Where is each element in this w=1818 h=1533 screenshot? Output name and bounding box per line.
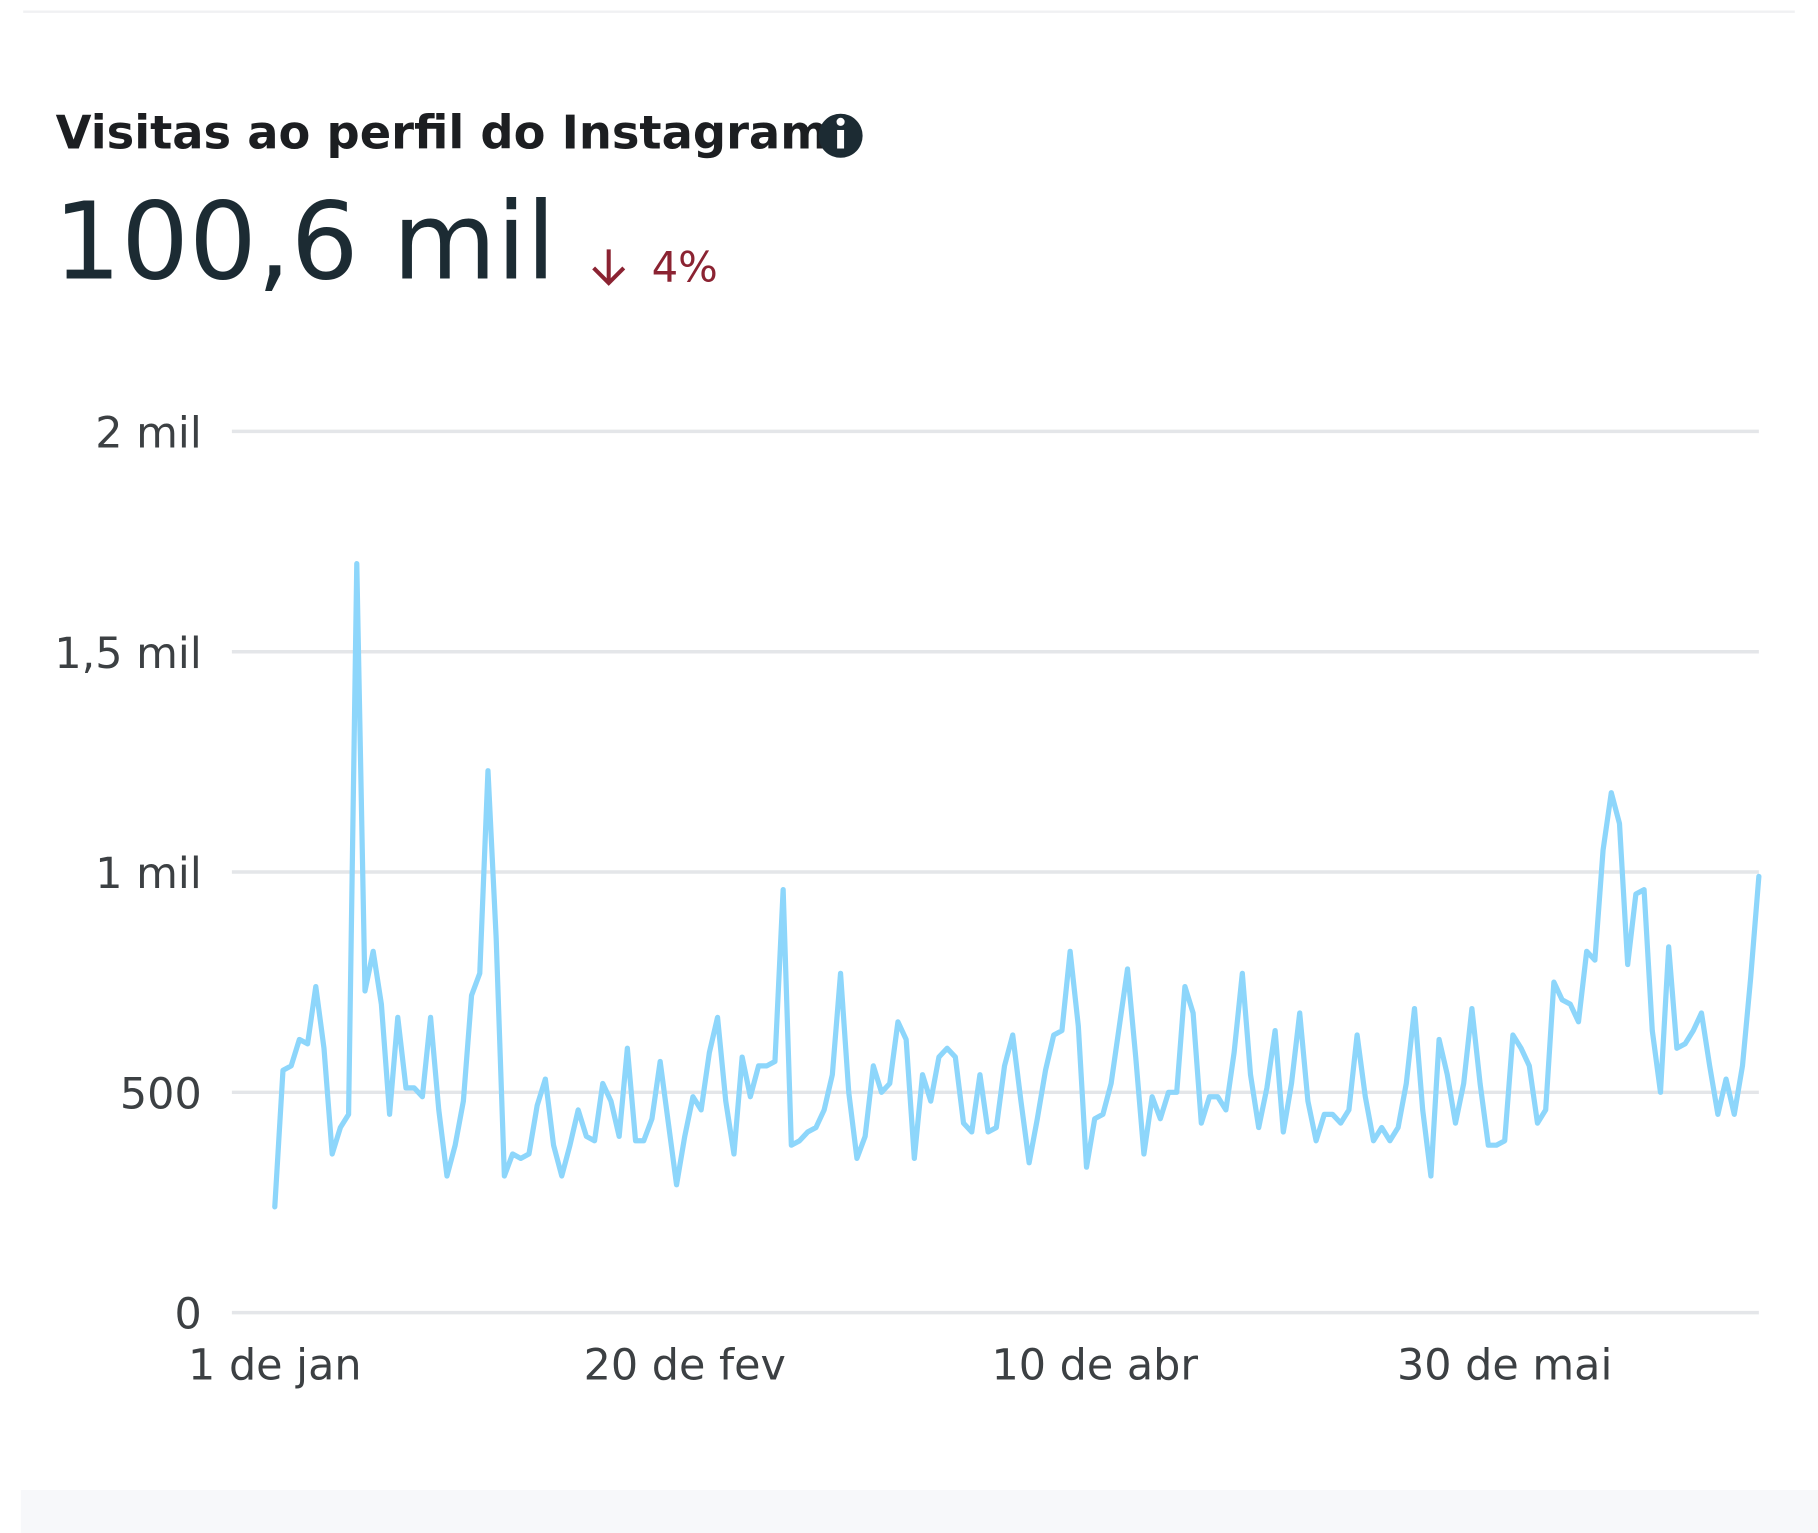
down-arrow xyxy=(592,249,626,286)
total-value: 100,6 mil xyxy=(53,181,555,305)
y-tick-label: 2 mil xyxy=(95,409,202,459)
y-tick-label: 1,5 mil xyxy=(54,629,201,679)
series-line xyxy=(272,560,1762,1210)
y-tick-label: 1 mil xyxy=(95,849,202,899)
x-tick-label: 20 de fev xyxy=(584,1341,786,1391)
change-value: 4% xyxy=(652,242,718,291)
info-icon[interactable] xyxy=(818,113,863,158)
x-tick-label: 1 de jan xyxy=(188,1341,362,1391)
y-tick-label: 500 xyxy=(120,1069,202,1119)
bottom-strip xyxy=(20,1489,1818,1533)
x-tick-label: 10 de abr xyxy=(991,1341,1198,1391)
card-title: Visitas ao perfil do Instagram xyxy=(56,105,829,159)
y-tick-label: 0 xyxy=(174,1290,201,1340)
x-tick-label: 30 de mai xyxy=(1397,1341,1612,1391)
